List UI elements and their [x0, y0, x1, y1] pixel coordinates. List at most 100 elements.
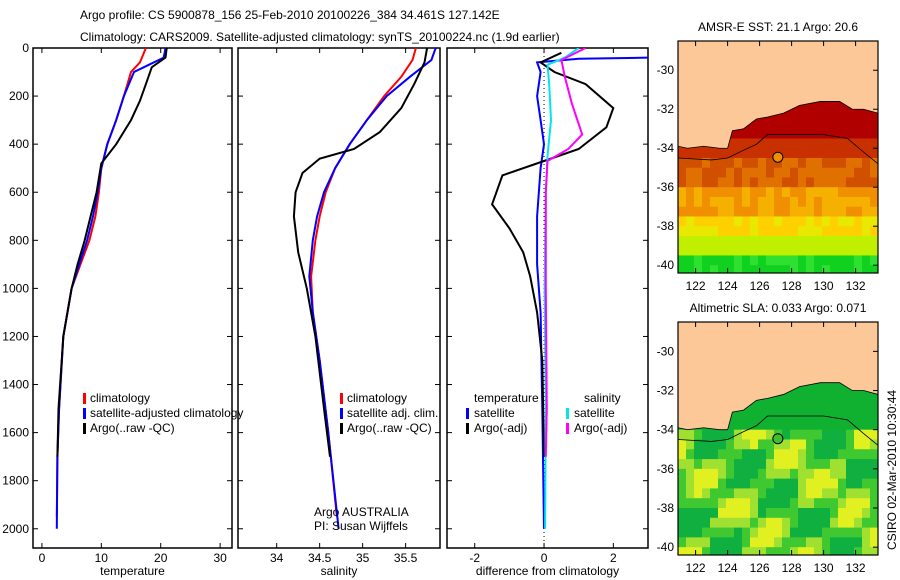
legend-swatch — [83, 393, 86, 404]
x-tick-label: 124 — [718, 561, 738, 575]
argo-float-marker — [772, 433, 784, 445]
x-tick-label: 124 — [718, 279, 738, 293]
map-frame — [677, 321, 879, 556]
x-tick-label: 0 — [541, 551, 548, 565]
map-title: Altimetric SLA: 0.033 Argo: 0.071 — [690, 301, 867, 315]
annotation: Argo AUSTRALIA — [314, 505, 409, 519]
legend-swatch — [466, 423, 469, 434]
axes-frame — [32, 47, 233, 549]
y-tick-label: 400 — [9, 137, 29, 151]
contour-line — [677, 415, 879, 446]
y-tick-label: -40 — [657, 540, 675, 554]
x-tick-label: 128 — [782, 279, 802, 293]
x-tick-label: 128 — [782, 561, 802, 575]
legend-swatch — [566, 408, 569, 419]
y-tick-label: -32 — [657, 102, 675, 116]
legend-entry: satellite-adjusted climatology — [90, 406, 243, 420]
land — [678, 41, 878, 149]
y-tick-label: -38 — [657, 501, 675, 515]
y-tick-label: -30 — [657, 63, 675, 77]
x-tick-label: 122 — [686, 279, 706, 293]
x-axis-label: difference from climatology — [476, 564, 619, 578]
x-tick-label: 20 — [154, 551, 168, 565]
legend-swatch — [83, 423, 86, 434]
x-tick-label: -2 — [469, 551, 480, 565]
annotation: PI: Susan Wijffels — [314, 519, 408, 533]
map-sla: Altimetric SLA: 0.033 Argo: 0.071 122 124 1… — [657, 301, 879, 575]
panel-salinity: 34 34.5 35 35.5 salinity climatologysatellite… — [237, 47, 441, 578]
contour-line — [677, 134, 879, 165]
legend-entry: salinity — [584, 391, 621, 405]
x-tick-label: 130 — [814, 561, 834, 575]
x-tick-label: 35 — [356, 551, 370, 565]
legend-entry: satellite — [474, 406, 515, 420]
y-tick-label: -30 — [657, 344, 675, 358]
x-tick-label: 34 — [270, 551, 284, 565]
x-tick-label: 130 — [814, 279, 834, 293]
y-tick-label: -38 — [657, 219, 675, 233]
x-tick-label: 132 — [846, 279, 866, 293]
y-tick-label: 2000 — [2, 522, 29, 536]
y-tick-label: 800 — [9, 233, 29, 247]
panel-temperature: 0 10 20 30 0 200 400 600 800 1000 1200 1400 1600 1800… — [2, 41, 243, 578]
y-tick-label: 1800 — [2, 474, 29, 488]
map-frame — [677, 40, 879, 274]
title-line-1: Argo profile: CS 5900878_156 25-Feb-2010… — [80, 8, 500, 22]
series-climatology — [310, 48, 417, 517]
x-tick-label: 34.5 — [308, 551, 332, 565]
legend-swatch — [566, 423, 569, 434]
series-salinity-satellite — [543, 48, 580, 529]
y-tick-label: 1600 — [2, 426, 29, 440]
y-tick-label: 1400 — [2, 378, 29, 392]
legend-entry: climatology — [90, 391, 150, 405]
series-argo-raw-qc- — [292, 48, 429, 457]
y-tick-label: -40 — [657, 258, 675, 272]
series-salinity-argo-adj- — [544, 48, 587, 457]
series-temperature-argo-adj- — [490, 51, 615, 457]
map-title: AMSR-E SST: 21.1 Argo: 20.6 — [698, 20, 858, 34]
y-tick-label: -36 — [657, 462, 675, 476]
y-tick-label: -36 — [657, 180, 675, 194]
series-satellite-adjusted-climatology — [55, 48, 167, 529]
legend-swatch — [340, 423, 343, 434]
x-tick-label: 30 — [213, 551, 227, 565]
x-tick-label: 0 — [39, 551, 46, 565]
legend-swatch — [466, 408, 469, 419]
x-tick-label: 10 — [95, 551, 109, 565]
y-tick-label: -34 — [657, 141, 675, 155]
y-tick-label: 0 — [22, 41, 29, 55]
x-tick-label: 132 — [846, 561, 866, 575]
series-temperature-satellite — [535, 56, 648, 529]
legend-entry: satellite adj. clim. — [347, 406, 438, 420]
x-tick-label: 2 — [610, 551, 617, 565]
legend-entry: temperature — [474, 391, 539, 405]
side-label: CSIRO 02-Mar-2010 10:30:44 — [885, 390, 899, 550]
land — [678, 322, 878, 431]
y-tick-label: -32 — [657, 384, 675, 398]
legend-entry: Argo(..raw -QC) — [90, 421, 175, 435]
y-tick-label: -34 — [657, 423, 675, 437]
x-axis-label: salinity — [321, 564, 358, 578]
legend-entry: Argo(-adj) — [474, 421, 527, 435]
y-tick-label: 1000 — [2, 281, 29, 295]
legend-entry: climatology — [347, 391, 407, 405]
legend-entry: Argo(-adj) — [574, 421, 627, 435]
legend-swatch — [83, 408, 86, 419]
legend-entry: Argo(..raw -QC) — [347, 421, 432, 435]
y-tick-label: 200 — [9, 89, 29, 103]
axes-frame — [237, 47, 441, 549]
y-tick-label: 600 — [9, 185, 29, 199]
title-line-2: Climatology: CARS2009. Satellite-adjuste… — [80, 30, 560, 44]
series-satellite-adj-clim- — [308, 48, 437, 529]
y-tick-label: 1200 — [2, 329, 29, 343]
x-tick-label: 122 — [686, 561, 706, 575]
legend-swatch — [340, 408, 343, 419]
series-argo-raw-qc- — [56, 48, 168, 457]
x-axis-label: temperature — [100, 564, 165, 578]
x-tick-label: 35.5 — [394, 551, 418, 565]
argo-float-marker — [772, 151, 784, 163]
axes-frame — [446, 47, 649, 549]
map-sst: AMSR-E SST: 21.1 Argo: 20.6 122 124 126 128 1… — [657, 20, 879, 293]
